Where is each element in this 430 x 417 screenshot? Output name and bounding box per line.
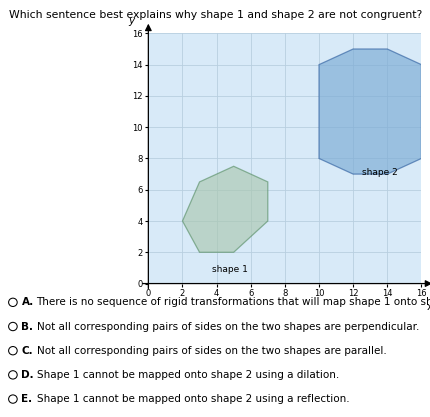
Text: Which sentence best explains why shape 1 and shape 2 are not congruent?: Which sentence best explains why shape 1… xyxy=(9,10,422,20)
Text: B.: B. xyxy=(22,322,34,332)
Text: shape 1: shape 1 xyxy=(212,265,248,274)
Text: Not all corresponding pairs of sides on the two shapes are parallel.: Not all corresponding pairs of sides on … xyxy=(37,346,386,356)
Text: shape 2: shape 2 xyxy=(362,168,397,177)
Polygon shape xyxy=(319,49,421,174)
Text: There is no sequence of rigid transformations that will map shape 1 onto shape 2: There is no sequence of rigid transforma… xyxy=(37,297,430,307)
Text: D.: D. xyxy=(22,370,34,380)
Text: C.: C. xyxy=(22,346,33,356)
Text: E.: E. xyxy=(22,394,33,404)
Text: Shape 1 cannot be mapped onto shape 2 using a reflection.: Shape 1 cannot be mapped onto shape 2 us… xyxy=(37,394,349,404)
Text: y: y xyxy=(128,15,134,25)
Text: Shape 1 cannot be mapped onto shape 2 using a dilation.: Shape 1 cannot be mapped onto shape 2 us… xyxy=(37,370,339,380)
Text: Not all corresponding pairs of sides on the two shapes are perpendicular.: Not all corresponding pairs of sides on … xyxy=(37,322,419,332)
Polygon shape xyxy=(182,166,268,252)
Text: x: x xyxy=(427,302,430,312)
Text: A.: A. xyxy=(22,297,34,307)
